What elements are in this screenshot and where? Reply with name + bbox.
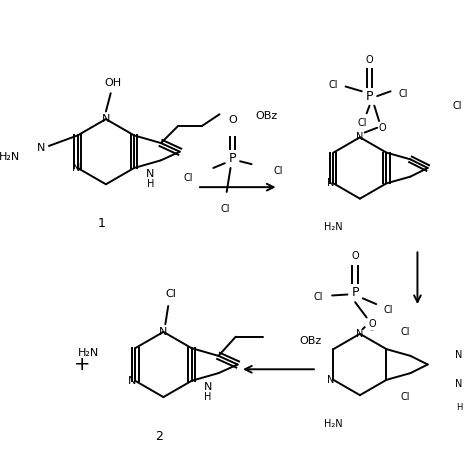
Text: O: O: [369, 319, 376, 329]
Text: N: N: [327, 375, 334, 385]
Text: N: N: [102, 114, 110, 124]
Text: +: +: [73, 355, 90, 374]
Text: H₂N: H₂N: [324, 419, 342, 429]
Text: Cl: Cl: [357, 118, 366, 128]
Text: P: P: [366, 90, 373, 102]
Text: N: N: [146, 169, 155, 179]
Text: Cl: Cl: [453, 100, 463, 110]
Text: Cl: Cl: [314, 292, 323, 302]
Text: Cl: Cl: [401, 392, 410, 402]
Text: O: O: [228, 115, 237, 125]
Text: P: P: [351, 286, 359, 299]
Text: N: N: [128, 376, 137, 386]
Text: OBz: OBz: [256, 111, 278, 121]
Text: H: H: [147, 179, 154, 189]
Text: P: P: [228, 152, 236, 165]
Text: N: N: [72, 163, 80, 173]
Text: N: N: [455, 350, 463, 360]
Text: Cl: Cl: [401, 327, 410, 337]
Text: N: N: [159, 327, 168, 337]
Text: Cl: Cl: [273, 166, 283, 176]
Text: Cl: Cl: [183, 173, 193, 182]
Text: Cl: Cl: [398, 89, 408, 99]
Text: N: N: [356, 329, 364, 339]
Text: Cl: Cl: [328, 80, 338, 90]
Text: H: H: [456, 403, 463, 412]
Text: N: N: [204, 382, 212, 392]
Text: OH: OH: [104, 78, 121, 88]
Text: H: H: [204, 392, 211, 402]
Text: Cl: Cl: [220, 204, 229, 214]
Text: OBz: OBz: [299, 337, 321, 346]
Text: O: O: [378, 123, 386, 133]
Text: O: O: [351, 251, 359, 261]
Text: Cl: Cl: [384, 305, 393, 315]
Text: N: N: [327, 178, 334, 188]
Text: H₂N: H₂N: [78, 348, 99, 358]
Text: O: O: [366, 55, 374, 64]
Text: ⁻: ⁻: [369, 328, 374, 337]
Text: 2: 2: [155, 430, 163, 443]
Text: 1: 1: [97, 217, 105, 230]
Text: N: N: [455, 379, 463, 389]
Text: H₂N: H₂N: [0, 153, 20, 163]
Text: H₂N: H₂N: [324, 222, 342, 232]
Text: N: N: [356, 132, 364, 142]
Text: Cl: Cl: [165, 289, 176, 299]
Text: N: N: [37, 143, 46, 153]
